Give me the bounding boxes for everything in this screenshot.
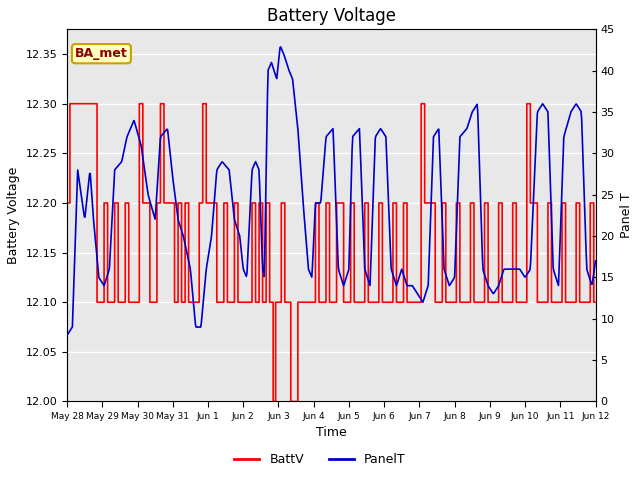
Text: BA_met: BA_met — [75, 47, 128, 60]
X-axis label: Time: Time — [316, 426, 347, 440]
Y-axis label: Panel T: Panel T — [620, 192, 633, 238]
Title: Battery Voltage: Battery Voltage — [267, 7, 396, 25]
Y-axis label: Battery Voltage: Battery Voltage — [7, 167, 20, 264]
Legend: BattV, PanelT: BattV, PanelT — [229, 448, 411, 471]
